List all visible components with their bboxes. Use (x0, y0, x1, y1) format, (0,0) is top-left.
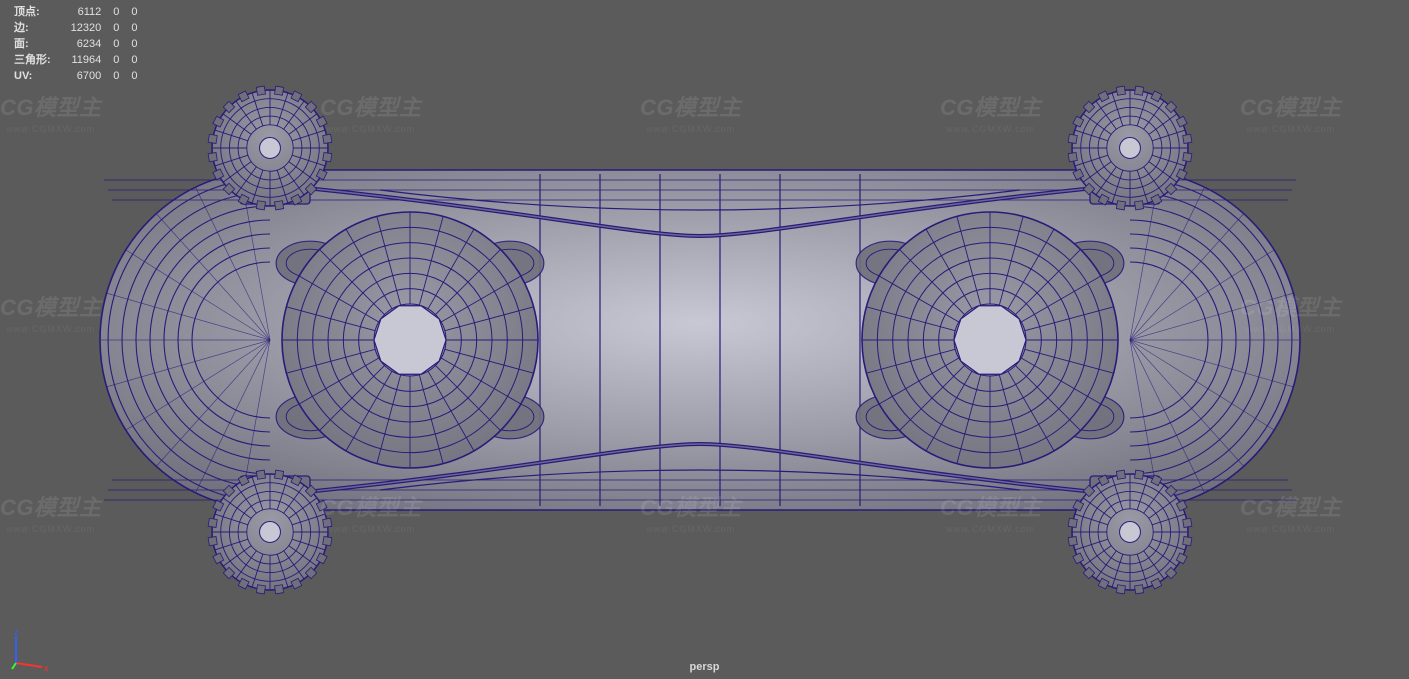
hud-row-value: 0 (107, 4, 125, 20)
hud-row: UV:670000 (8, 68, 144, 84)
hud-row-value: 0 (125, 4, 143, 20)
hud-row: 顶点:611200 (8, 4, 144, 20)
hud-row-value: 6700 (65, 68, 108, 84)
viewport-canvas[interactable] (0, 0, 1409, 679)
hud-row-label: 顶点: (8, 4, 65, 20)
hud-row-value: 0 (125, 52, 143, 68)
hud-row-value: 0 (107, 68, 125, 84)
hub (276, 212, 544, 468)
poly-count-hud: 顶点:611200边:1232000面:623400三角形:1196400UV:… (8, 4, 144, 84)
hud-row-value: 6112 (65, 4, 108, 20)
svg-text:z: z (14, 627, 19, 637)
hud-row-value: 11964 (65, 52, 108, 68)
model-root (100, 86, 1300, 594)
hub (856, 212, 1124, 468)
poly-count-table: 顶点:611200边:1232000面:623400三角形:1196400UV:… (8, 4, 144, 84)
hud-row-label: 边: (8, 20, 65, 36)
hud-row-value: 0 (125, 68, 143, 84)
hud-row: 边:1232000 (8, 20, 144, 36)
hud-row: 三角形:1196400 (8, 52, 144, 68)
hud-row-value: 0 (107, 52, 125, 68)
hud-row-label: 三角形: (8, 52, 65, 68)
axis-gizmo[interactable]: x z (8, 625, 54, 671)
hud-row-value: 0 (125, 36, 143, 52)
hud-row-value: 6234 (65, 36, 108, 52)
svg-text:x: x (44, 663, 49, 673)
hud-row-value: 0 (107, 20, 125, 36)
wheel (1068, 470, 1192, 594)
wheel (1068, 86, 1192, 210)
hud-row-value: 0 (125, 20, 143, 36)
wheel (208, 470, 332, 594)
camera-name-label: persp (690, 661, 720, 673)
hud-row-label: 面: (8, 36, 65, 52)
hud-row-value: 12320 (65, 20, 108, 36)
deck (100, 170, 1300, 510)
wheel (208, 86, 332, 210)
viewport-persp[interactable] (0, 0, 1409, 679)
hud-row-value: 0 (107, 36, 125, 52)
hud-row: 面:623400 (8, 36, 144, 52)
hud-row-label: UV: (8, 68, 65, 84)
